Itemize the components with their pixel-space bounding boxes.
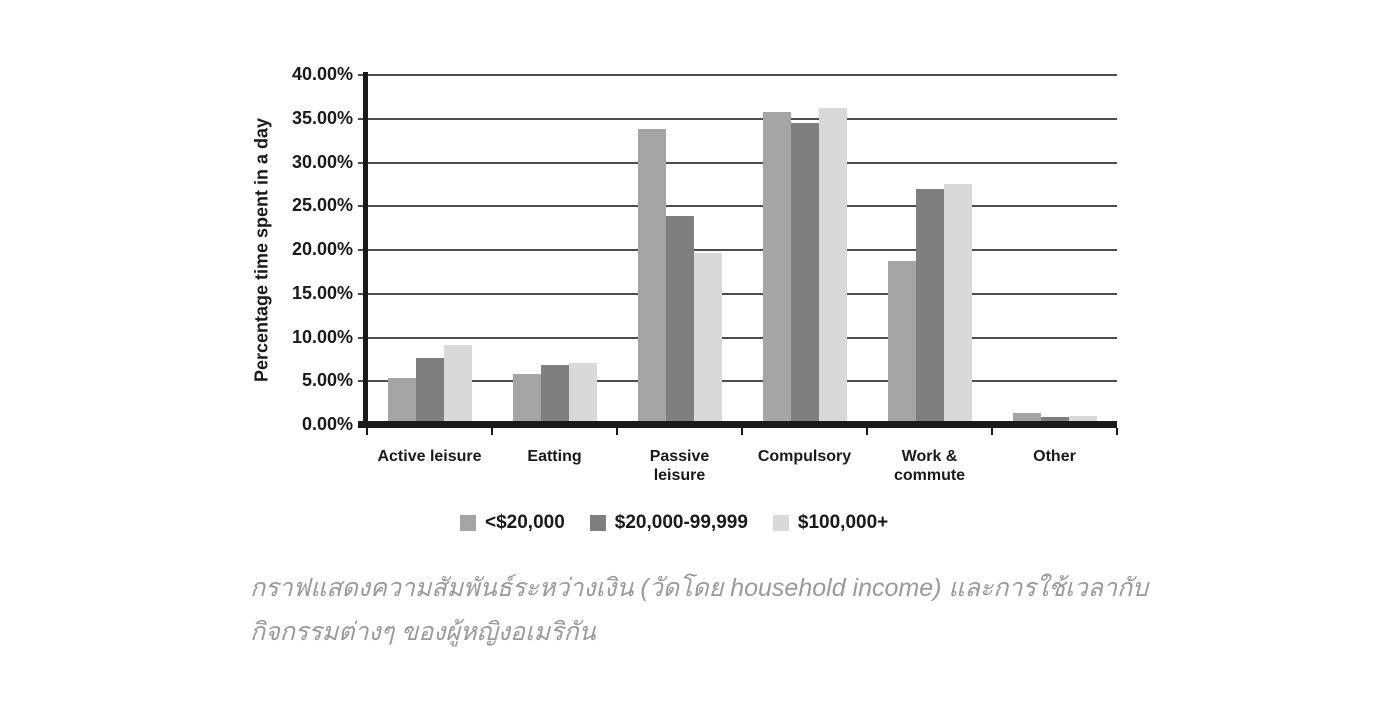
bar (888, 261, 916, 424)
bar (694, 253, 722, 424)
x-category-label-line: Eatting (527, 448, 582, 465)
x-tick (366, 428, 368, 435)
x-axis-line (358, 421, 1117, 428)
y-tick-label: 5.00% (301, 370, 353, 391)
legend-swatch (772, 515, 789, 531)
x-category-label: Active leisure (360, 447, 500, 466)
y-tick-label: 30.00% (291, 151, 353, 172)
bar (388, 378, 416, 424)
y-tick-label: 40.00% (291, 64, 353, 84)
legend-label: $20,000-99,999 (614, 512, 748, 533)
x-tick (991, 428, 993, 435)
bar (666, 216, 694, 424)
caption-line-1: กราฟแสดงความสัมพันธ์ระหว่างเงิน (วัดโดย … (250, 574, 1148, 602)
gridline (358, 74, 1117, 76)
y-tick-label: 0.00% (301, 414, 353, 434)
gridline (358, 161, 1117, 164)
bar (763, 112, 791, 424)
bar (541, 365, 569, 424)
bar-chart: Percentage time spent in a day 0.00% 5.00… (252, 64, 1125, 534)
bar (916, 189, 944, 424)
legend-swatch (589, 515, 606, 531)
bar (569, 363, 597, 424)
gridline (358, 205, 1117, 208)
bar (444, 345, 472, 424)
x-category-label-line: Active leisure (377, 448, 482, 465)
x-category-label: Eatting (485, 447, 625, 466)
x-category-label-line: Other (1033, 448, 1076, 465)
bar (791, 123, 819, 424)
bar (1013, 413, 1041, 424)
x-tick (866, 428, 868, 435)
legend-item: $20,000-99,999 (589, 512, 748, 534)
legend-swatch (460, 515, 476, 531)
legend-label: $100,000+ (797, 512, 889, 533)
x-category-label: Compulsory (735, 447, 875, 466)
gridline (358, 249, 1117, 251)
caption-line-2: กิจกรรมต่างๆ ของผู้หญิงอเมริกัน (250, 618, 596, 646)
y-tick-label: 35.00% (291, 107, 353, 128)
gridline (358, 336, 1117, 339)
legend: <$20,000 $20,000-99,999 $100,000+ (460, 512, 888, 534)
x-tick (1116, 428, 1118, 435)
x-tick (616, 428, 618, 435)
x-category-label: Other (985, 447, 1125, 466)
x-category-label-line: Compulsory (757, 448, 852, 465)
legend-item: <$20,000 (460, 512, 565, 534)
figure-caption: กราฟแสดงความสัมพันธ์ระหว่างเงิน (วัดโดย … (250, 566, 1190, 654)
bar (1041, 417, 1069, 424)
legend-item: $100,000+ (772, 512, 889, 534)
x-category-label-line: Passive (649, 448, 710, 465)
bar (513, 374, 541, 424)
y-axis-line (363, 72, 368, 428)
gridline (358, 117, 1117, 120)
x-category-label: Work & commute (860, 447, 1000, 485)
legend-label: <$20,000 (485, 512, 565, 533)
x-category-label: Passive leisure (610, 447, 750, 485)
gridline (358, 292, 1117, 295)
x-category-label-line: Work & (901, 448, 958, 465)
bar (944, 184, 972, 424)
bar (638, 129, 666, 424)
x-tick (491, 428, 493, 435)
bar (416, 358, 444, 424)
bar (819, 108, 847, 424)
x-category-label-line: commute (893, 467, 966, 484)
gridline (358, 380, 1117, 383)
y-tick-label: 20.00% (291, 239, 353, 259)
bar (1069, 416, 1097, 424)
x-category-label-line: leisure (653, 467, 706, 484)
y-tick-label: 10.00% (291, 326, 353, 347)
x-tick (741, 428, 743, 435)
y-tick-label: 15.00% (291, 282, 353, 303)
y-tick-label: 25.00% (291, 195, 353, 216)
